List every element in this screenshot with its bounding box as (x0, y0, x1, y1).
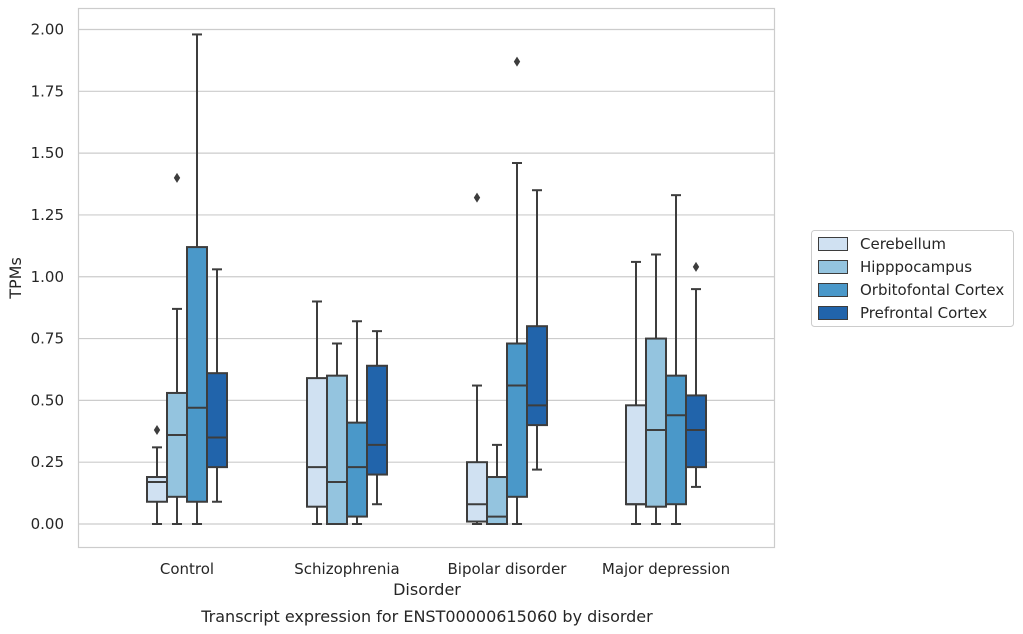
box-body (306, 377, 328, 508)
box-body (326, 374, 348, 525)
x-axis-title: Disorder (393, 580, 461, 599)
legend-label: Cerebellum (860, 235, 946, 253)
legend-swatch (818, 237, 848, 251)
outlier-point (173, 172, 181, 183)
y-tick-label: 1.00 (31, 268, 64, 286)
legend: Cerebellum Hipppocampus Orbitofontal Corte… (811, 230, 1014, 327)
x-tick-label: Control (160, 560, 214, 578)
x-tick-labels: Control Schizophrenia Bipolar disorder Majo… (160, 560, 730, 578)
box-body (685, 394, 707, 469)
box-body (526, 325, 548, 427)
legend-label: Hipppocampus (860, 258, 972, 276)
box-cerebellum (146, 425, 168, 525)
legend-frame (811, 230, 1014, 327)
box-orbitofontal-cortex (186, 33, 208, 525)
box-body (466, 461, 488, 523)
box-body (506, 342, 528, 498)
box-prefrontal-cortex (685, 261, 707, 488)
box-cerebellum (466, 192, 488, 525)
box-orbitofontal-cortex (346, 320, 368, 525)
y-tick-label: 1.75 (31, 82, 64, 100)
y-tick-label: 0.00 (31, 515, 64, 533)
box-prefrontal-cortex (526, 189, 548, 471)
y-tick-label: 0.75 (31, 330, 64, 348)
outlier-point (473, 192, 481, 203)
box-hipppocampus (645, 253, 667, 525)
box-body (625, 404, 647, 506)
y-tick-labels: 0.00 0.25 0.50 0.75 1.00 1.25 1.50 1.75 2.00 (31, 21, 64, 534)
legend-swatch (818, 306, 848, 320)
x-tick-label: Schizophrenia (294, 560, 399, 578)
y-tick-label: 2.00 (31, 21, 64, 39)
box-body (366, 364, 388, 476)
y-tick-label: 0.25 (31, 453, 64, 471)
box-hipppocampus (166, 172, 188, 525)
box-orbitofontal-cortex (506, 56, 528, 525)
box-body (166, 391, 188, 498)
chart-caption: Transcript expression for ENST0000061506… (200, 607, 653, 626)
box-orbitofontal-cortex (665, 194, 687, 525)
outlier-point (513, 56, 521, 67)
box-hipppocampus (326, 342, 348, 525)
plot-frame (77, 7, 776, 549)
legend-swatch (818, 260, 848, 274)
box-body (645, 337, 667, 508)
y-tick-label: 1.50 (31, 144, 64, 162)
box-body (146, 476, 168, 503)
box-body (486, 476, 508, 525)
box-cerebellum (625, 260, 647, 525)
y-axis-title: TPMs (6, 257, 25, 300)
x-tick-label: Major depression (602, 560, 730, 578)
outlier-point (692, 261, 700, 272)
boxplots (146, 33, 707, 525)
box-body (346, 421, 368, 518)
box-body (206, 372, 228, 469)
legend-swatch (818, 283, 848, 297)
outlier-point (153, 425, 161, 436)
box-prefrontal-cortex (366, 330, 388, 506)
box-body (665, 374, 687, 506)
legend-label: Orbitofontal Cortex (860, 281, 1004, 299)
box-hipppocampus (486, 443, 508, 525)
legend-label: Prefrontal Cortex (860, 304, 987, 322)
box-body (186, 246, 208, 503)
x-tick-label: Bipolar disorder (448, 560, 568, 578)
box-prefrontal-cortex (206, 268, 228, 503)
y-tick-label: 1.25 (31, 206, 64, 224)
box-cerebellum (306, 300, 328, 525)
y-tick-label: 0.50 (31, 391, 64, 409)
